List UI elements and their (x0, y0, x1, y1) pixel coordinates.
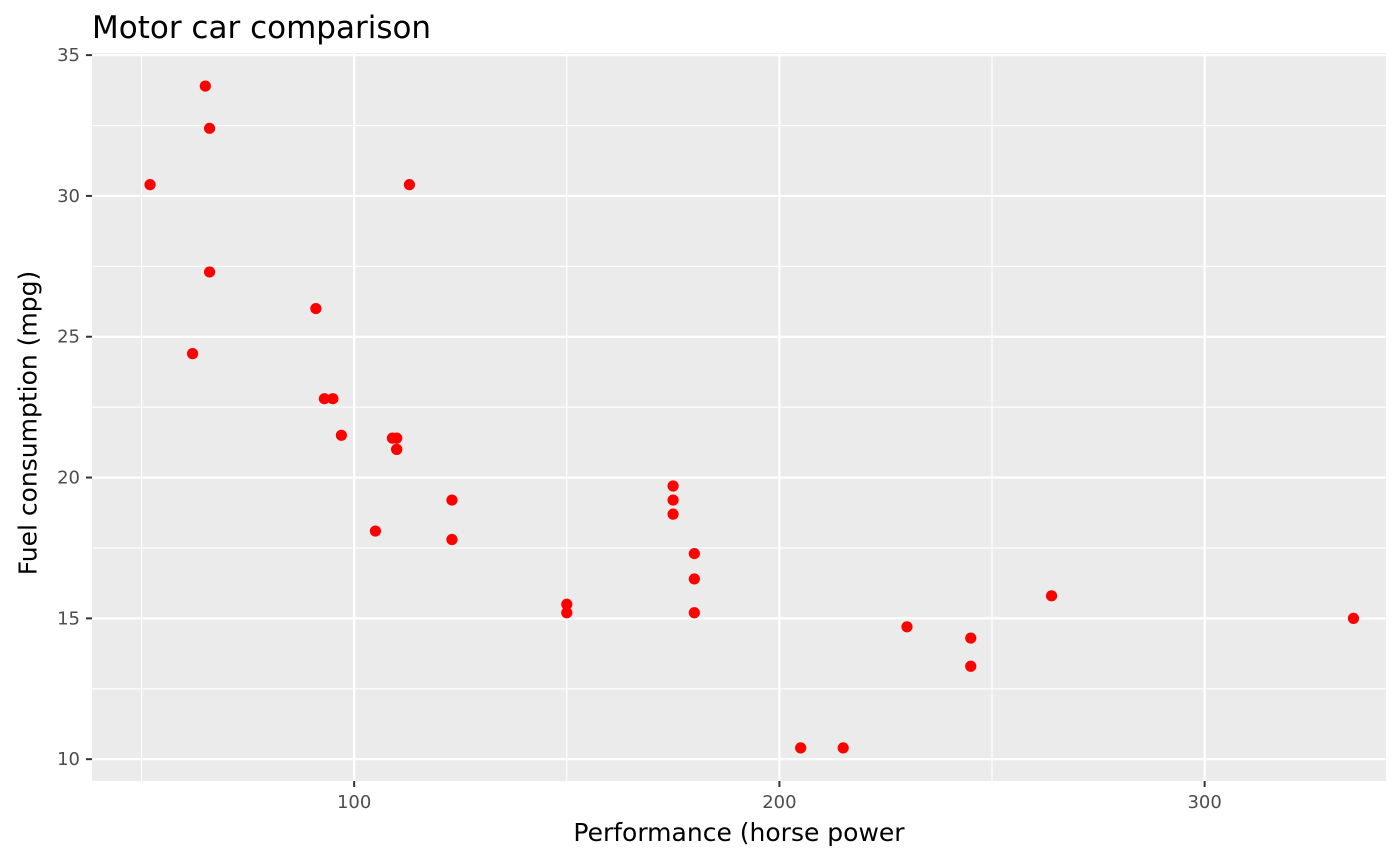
data-point (369, 525, 382, 537)
y-tick-label: 15 (57, 608, 80, 629)
data-point (561, 598, 573, 610)
y-tick-label: 25 (57, 327, 80, 348)
data-points (144, 80, 1360, 754)
tick-labels: 100 200 300 10 15 20 25 30 35 (57, 45, 1222, 813)
data-point (403, 179, 416, 191)
data-point (310, 302, 322, 315)
data-point (203, 266, 216, 278)
data-point (199, 80, 211, 92)
y-tick-label: 20 (57, 468, 80, 489)
data-point (446, 533, 458, 546)
data-point (667, 508, 679, 520)
chart-title: Motor car comparison (92, 10, 432, 46)
y-tick-label: 30 (57, 186, 80, 207)
data-point (335, 429, 348, 441)
data-point (561, 607, 573, 619)
data-point (667, 480, 679, 492)
y-axis-label: Fuel consumption (mpg) (13, 270, 43, 576)
axis-ticks (86, 54, 1206, 787)
x-axis-label: Performance (horse power (573, 818, 905, 847)
data-point (391, 443, 403, 455)
data-point (186, 348, 199, 360)
data-point (667, 494, 679, 506)
data-point (837, 742, 849, 754)
data-point (688, 573, 700, 585)
data-point (688, 547, 700, 560)
x-tick-label: 300 (1187, 792, 1221, 813)
x-tick-label: 200 (762, 792, 796, 813)
y-tick-label: 35 (57, 45, 80, 66)
data-point (1045, 590, 1058, 602)
data-point (446, 494, 458, 506)
data-point (688, 607, 700, 619)
plot-panel (92, 53, 1386, 781)
data-point (327, 393, 339, 405)
data-point (318, 393, 330, 405)
data-point (965, 660, 977, 672)
data-point (965, 632, 977, 644)
data-point (386, 432, 399, 444)
data-point (144, 179, 156, 191)
major-gridlines (92, 53, 1386, 781)
data-point (1347, 612, 1360, 624)
minor-gridlines (92, 53, 1386, 781)
data-point (901, 621, 913, 633)
data-point (203, 122, 216, 134)
y-tick-label: 10 (57, 749, 80, 770)
data-point (795, 742, 807, 754)
x-tick-label: 100 (337, 792, 371, 813)
